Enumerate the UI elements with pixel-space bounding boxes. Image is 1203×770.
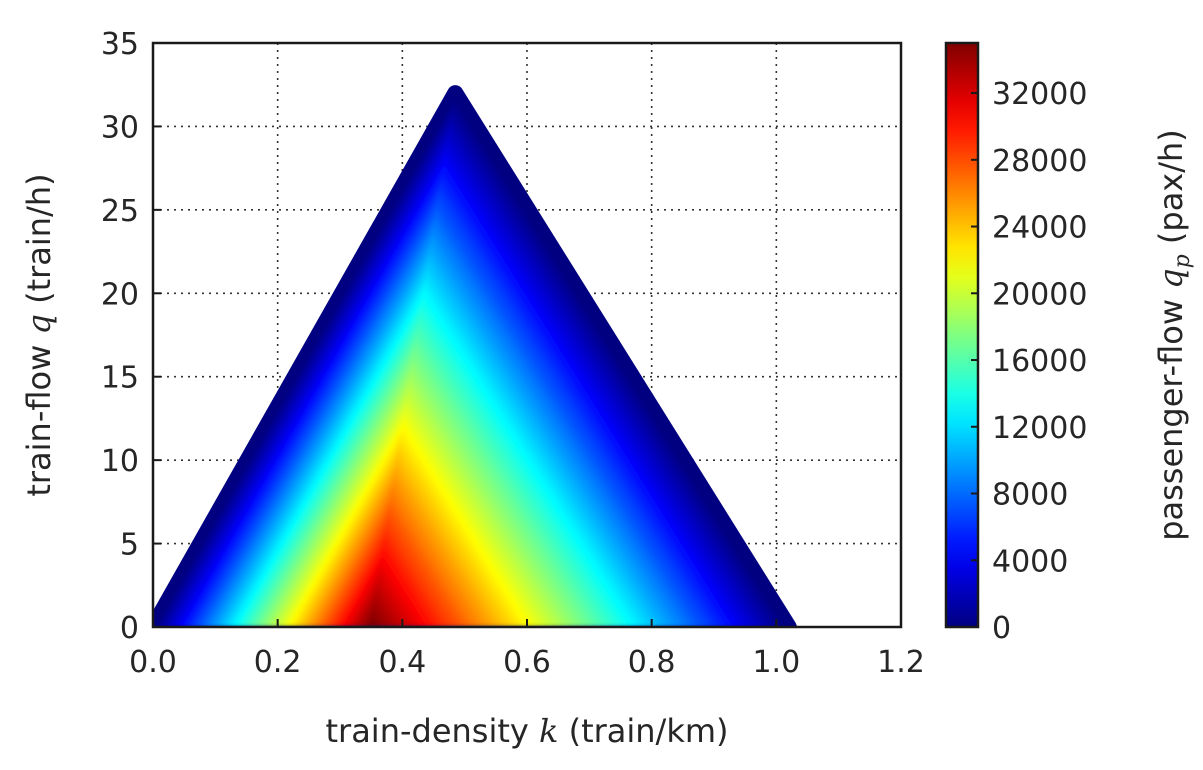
x-tick-label: 1.0 <box>752 645 800 680</box>
colorbar: 0 4000 8000 12000 16000 20000 24000 28000 32000 <box>944 41 1087 646</box>
y-tick-label: 0 <box>120 611 139 646</box>
heat-band <box>363 609 386 627</box>
x-tick-label: 0.0 <box>129 645 177 680</box>
colorbar-tick-label: 24000 <box>992 211 1087 246</box>
x-tick-label: 0.2 <box>254 645 302 680</box>
colorbar-tick-label: 32000 <box>992 77 1087 112</box>
colorbar-frame <box>944 41 980 629</box>
colorbar-tick-label: 0 <box>992 611 1011 646</box>
colorbar-tick-label: 20000 <box>992 277 1087 312</box>
colorbar-tick-label: 8000 <box>992 478 1068 513</box>
colorbar-tick-label: 28000 <box>992 144 1087 179</box>
y-tick-label: 25 <box>101 194 139 229</box>
x-axis-label: train-density k (train/km) <box>325 712 728 750</box>
colorbar-ticks: 0 4000 8000 12000 16000 20000 24000 28000 32000 <box>971 77 1087 646</box>
colorbar-gradient <box>946 43 978 627</box>
colorbar-tick-label: 12000 <box>992 411 1087 446</box>
x-axis-ticks: 0.0 0.2 0.4 0.6 0.8 1.0 1.2 <box>129 619 925 680</box>
x-tick-label: 1.2 <box>877 645 925 680</box>
x-tick-label: 0.4 <box>378 645 426 680</box>
y-tick-label: 20 <box>101 277 139 312</box>
heat-band <box>367 618 379 627</box>
y-tick-label: 30 <box>101 110 139 145</box>
grid <box>153 43 901 627</box>
y-axis-label: train-flow q (train/h) <box>20 173 58 496</box>
y-axis-ticks: 0 5 10 15 20 25 30 35 <box>101 27 161 646</box>
colorbar-label: passenger-flow qp (pax/h) <box>1152 129 1195 541</box>
y-tick-label: 10 <box>101 444 139 479</box>
x-tick-label: 0.8 <box>628 645 676 680</box>
y-tick-label: 35 <box>101 27 139 62</box>
heatmap-region <box>153 85 797 627</box>
x-tick-label: 0.6 <box>503 645 551 680</box>
y-tick-label: 15 <box>101 361 139 396</box>
colorbar-tick-label: 4000 <box>992 544 1068 579</box>
plot-area <box>151 41 903 629</box>
y-tick-label: 5 <box>120 528 139 563</box>
colorbar-tick-label: 16000 <box>992 344 1087 379</box>
